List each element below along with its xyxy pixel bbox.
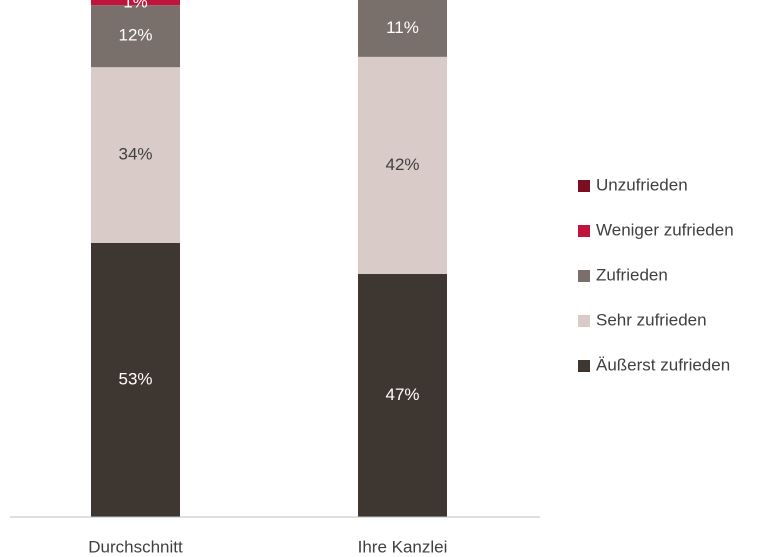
legend-label: Sehr zufrieden	[596, 310, 707, 329]
legend-swatch	[578, 180, 590, 192]
legend-label: Unzufrieden	[596, 175, 688, 194]
legend-swatch	[578, 270, 590, 282]
data-label: 42%	[385, 155, 419, 174]
data-label: 47%	[385, 385, 419, 404]
legend-label: Zufrieden	[596, 265, 668, 284]
bar-segment	[91, 0, 180, 6]
data-label: 12%	[118, 26, 152, 45]
data-label: 34%	[118, 145, 152, 164]
bar-segment	[358, 274, 447, 517]
bar-segment	[358, 0, 447, 57]
bar-segment	[91, 5, 180, 68]
legend-swatch	[578, 315, 590, 327]
legend-label: Weniger zufrieden	[596, 220, 734, 239]
x-tick-label: Ihre Kanzlei	[358, 537, 448, 556]
data-label: 1%	[123, 0, 148, 11]
data-label: 53%	[118, 369, 152, 388]
bar-segment	[91, 67, 180, 243]
legend-swatch	[578, 360, 590, 372]
x-tick-label: Durchschnitt	[88, 537, 183, 556]
bar-segment	[358, 56, 447, 275]
legend-label: Äußerst zufrieden	[596, 355, 730, 374]
legend-swatch	[578, 225, 590, 237]
bar-segment	[91, 242, 180, 518]
data-label: 11%	[386, 18, 419, 37]
